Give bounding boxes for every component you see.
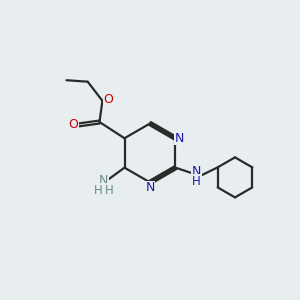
Text: O: O bbox=[68, 118, 78, 131]
Text: O: O bbox=[103, 93, 113, 106]
Text: H: H bbox=[105, 184, 114, 197]
Text: N: N bbox=[174, 132, 184, 145]
Text: N: N bbox=[192, 165, 201, 178]
Text: H: H bbox=[192, 175, 201, 188]
Text: H: H bbox=[94, 184, 103, 197]
Text: N: N bbox=[99, 174, 109, 188]
Text: N: N bbox=[145, 181, 155, 194]
